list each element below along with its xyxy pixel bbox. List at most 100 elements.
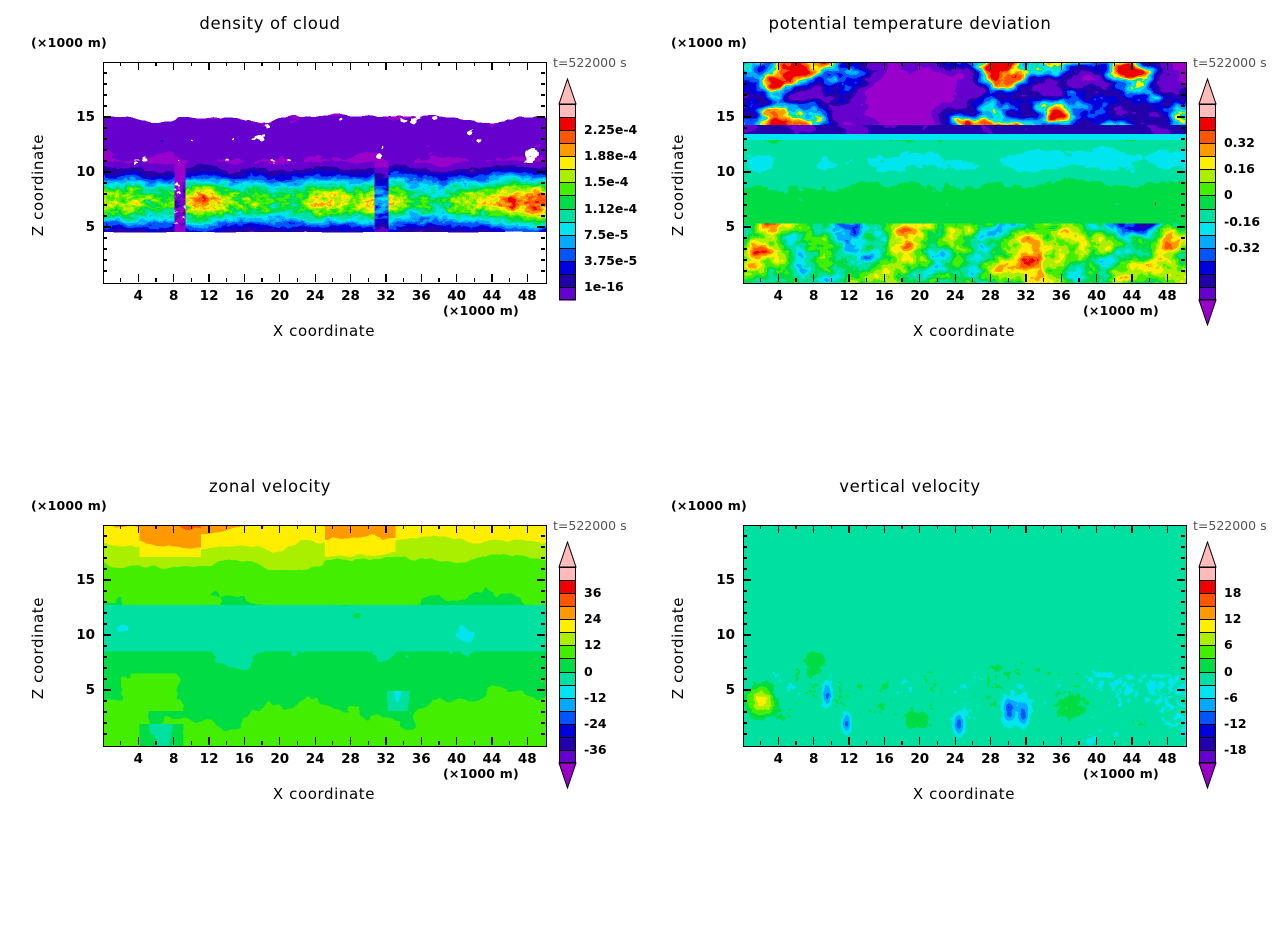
y-tick-minor-right [1181, 733, 1185, 735]
y-tick-minor [743, 601, 747, 603]
y-tick-label: 15 [716, 109, 735, 125]
y-tick-minor [743, 535, 747, 537]
x-tick-minor [830, 278, 833, 282]
contour-field-canvas [104, 526, 546, 746]
x-tick-label: 12 [839, 288, 859, 304]
x-tick-label: 48 [1157, 288, 1177, 304]
y-tick-minor [743, 160, 747, 162]
y-tick-minor [743, 678, 747, 680]
x-tick-major [954, 737, 956, 745]
y-tick-minor [743, 237, 747, 239]
y-tick-minor-right [541, 568, 545, 570]
x-tick-minor [155, 741, 157, 745]
y-tick-minor-right [541, 259, 545, 261]
x-tick-minor [190, 278, 193, 282]
x-tick-minor-top [1042, 62, 1045, 66]
y-tick-minor-right [541, 248, 545, 250]
x-tick-label: 28 [981, 288, 1000, 304]
y-tick-minor [103, 678, 107, 680]
x-tick-major-top [1060, 525, 1062, 533]
x-tick-minor-top [402, 525, 405, 529]
y-tick-label: 15 [76, 572, 95, 588]
x-tick-label: 36 [411, 288, 431, 304]
y-tick-minor [743, 270, 747, 272]
x-tick-minor-top [1078, 525, 1080, 529]
x-tick-label: 48 [1157, 751, 1177, 767]
colorbar: 0.32 0.16 0 -0.16 -0.32 [1198, 78, 1260, 326]
y-tick-minor-right [1181, 204, 1185, 206]
x-tick-label: 44 [482, 288, 502, 304]
x-tick-major [883, 737, 886, 745]
x-tick-major-top [989, 62, 992, 70]
x-tick-major [919, 274, 921, 282]
y-tick-label: 5 [85, 682, 95, 698]
y-tick-minor [103, 667, 107, 669]
x-tick-major-top [314, 525, 316, 533]
y-tick-major [103, 171, 111, 173]
x-tick-label: 20 [910, 288, 930, 304]
y-tick-minor-right [541, 590, 545, 592]
y-tick-minor-right [541, 612, 545, 614]
x-tick-label: 8 [169, 288, 179, 304]
x-tick-minor [367, 741, 369, 745]
x-tick-minor [438, 741, 440, 745]
y-tick-minor-right [541, 138, 545, 140]
colorbar-tick-label: 0 [1224, 663, 1233, 679]
y-tick-minor-right [541, 656, 545, 658]
x-tick-major-top [883, 62, 886, 70]
x-tick-minor-top [226, 525, 228, 529]
x-tick-label: 32 [1016, 751, 1036, 767]
y-tick-minor [103, 94, 107, 96]
x-tick-major [1060, 737, 1062, 745]
y-tick-minor-right [541, 733, 545, 735]
x-tick-major-top [420, 525, 422, 533]
colorbar-canvas [558, 541, 577, 789]
y-tick-minor-right [1181, 711, 1185, 713]
y-tick-minor-right [541, 546, 545, 548]
y-tick-minor [103, 700, 107, 702]
x-tick-major-top [1060, 62, 1062, 70]
x-tick-major [989, 737, 992, 745]
x-tick-label: 16 [875, 751, 894, 767]
x-tick-label: 16 [875, 288, 894, 304]
y-tick-label: 10 [716, 164, 735, 180]
y-tick-major-right [1177, 226, 1185, 228]
y-tick-major-right [537, 634, 545, 636]
x-tick-label: 40 [1087, 751, 1106, 767]
x-tick-major [385, 274, 387, 282]
x-tick-minor-top [402, 62, 405, 66]
y-tick-major [743, 634, 751, 636]
x-unit-caption: (×1000 m) [443, 303, 519, 318]
y-tick-minor [103, 656, 107, 658]
y-tick-minor [743, 204, 747, 206]
y-tick-major [103, 579, 111, 581]
x-tick-minor-top [1113, 62, 1115, 66]
x-tick-minor-top [901, 525, 903, 529]
x-tick-major-top [455, 525, 458, 533]
y-tick-label: 10 [716, 627, 735, 643]
x-tick-minor [473, 278, 475, 282]
y-tick-minor-right [1181, 568, 1185, 570]
colorbar-tick-label: 18 [1224, 585, 1242, 601]
x-tick-minor [402, 278, 405, 282]
y-tick-minor [743, 645, 747, 647]
x-tick-minor-top [508, 62, 511, 66]
x-tick-minor-top [190, 525, 193, 529]
x-tick-minor [296, 741, 299, 745]
colorbar-canvas [1198, 78, 1217, 326]
y-tick-minor [103, 149, 107, 151]
y-unit-caption: (×1000 m) [671, 35, 747, 50]
x-tick-minor-top [760, 525, 762, 529]
x-tick-minor-top [367, 62, 369, 66]
x-tick-minor-top [367, 525, 369, 529]
colorbar-tick-label: -24 [584, 715, 607, 731]
x-tick-label: 40 [447, 751, 466, 767]
y-tick-minor [743, 259, 747, 261]
x-tick-major [208, 737, 210, 745]
y-tick-minor [103, 193, 107, 195]
y-tick-minor [103, 557, 107, 559]
x-tick-minor-top [120, 62, 122, 66]
x-tick-minor-top [972, 525, 974, 529]
x-tick-label: 4 [133, 751, 144, 767]
x-tick-major [314, 274, 316, 282]
